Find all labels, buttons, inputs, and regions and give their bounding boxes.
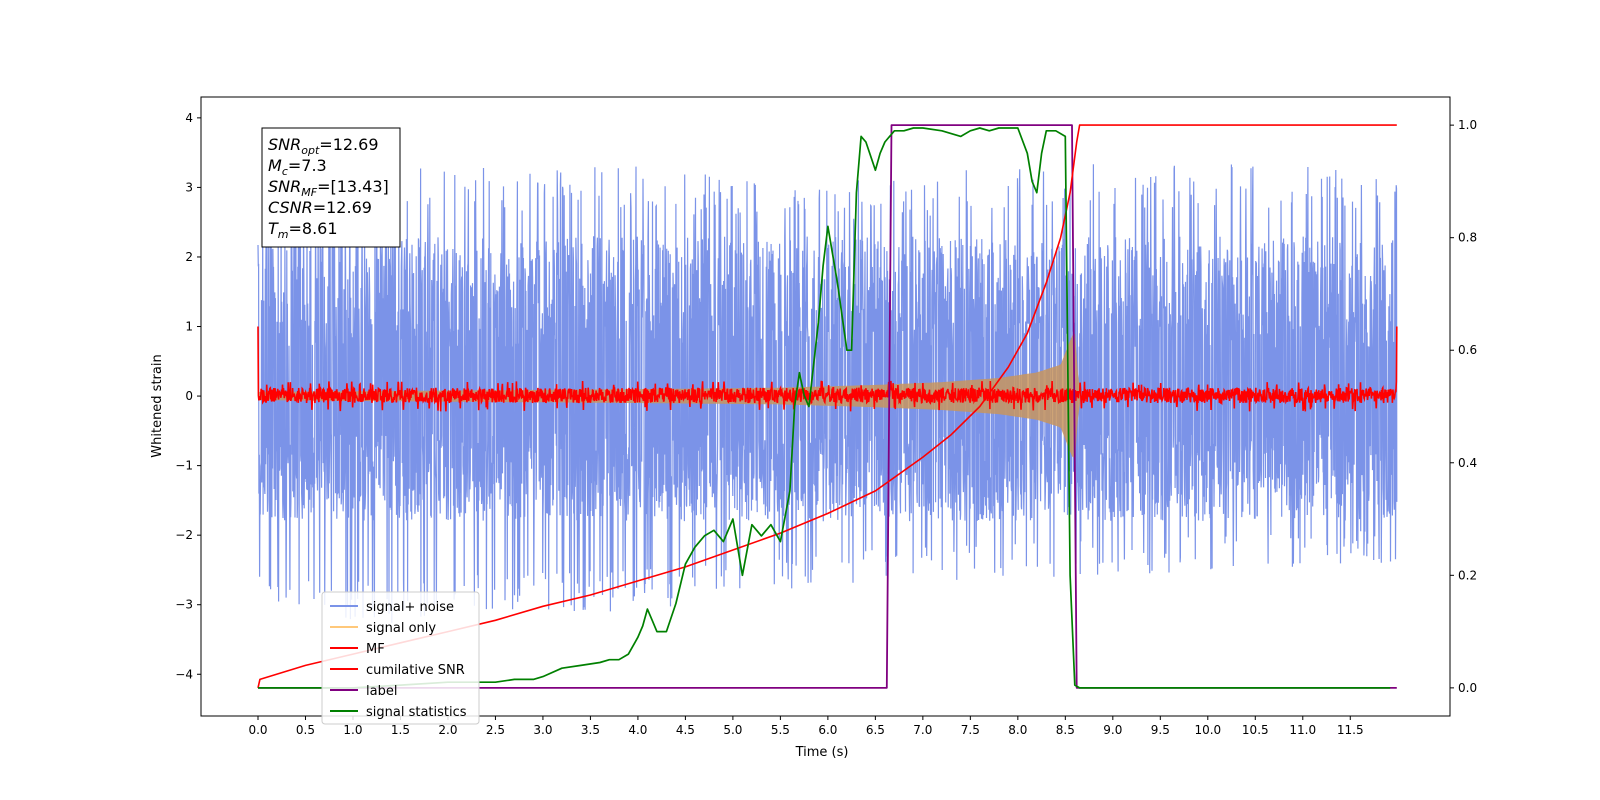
x-tick-label: 3.0 [533,723,552,737]
annotation-line: Mc=7.3 [268,156,327,178]
annotation-line: CSNR=12.69 [268,198,372,217]
legend-item-label-text: label [366,684,397,699]
legend-item-mf-text: MF [366,642,385,657]
legend-frame [321,591,480,725]
x-tick-label: 0.0 [248,723,267,737]
y-tick-label: −3 [175,598,193,612]
x-axis-label: Time (s) [795,745,849,760]
legend: signal+ noise signal only MF cumilative SNR… [321,591,480,725]
y-tick-label: 2 [185,250,193,264]
x-tick-label: 1.0 [343,723,362,737]
x-tick-label: 6.0 [818,723,837,737]
series-signal-statistics-line [258,127,1391,689]
y-tick-label: −2 [175,528,193,542]
x-tick-label: 10.0 [1194,723,1221,737]
x-tick-label: 5.5 [771,723,790,737]
x-tick-label: 11.0 [1289,723,1316,737]
y2-tick-label: 0.2 [1458,568,1477,582]
series-signal-noise-line [257,164,1398,623]
x-tick-label: 4.5 [676,723,695,737]
x-tick-label: 1.5 [391,723,410,737]
axes-frame [200,96,1451,717]
annotation-box: SNRopt=12.69Mc=7.3SNRMF=[13.43]CSNR=12.6… [261,127,401,248]
y2-tick-label: 0.6 [1458,343,1477,357]
x-tick-label: 5.0 [723,723,742,737]
y-tick-label: 3 [185,180,193,194]
x-tick-label: 2.0 [438,723,457,737]
y-axis-label: Whitened strain [150,354,165,457]
legend-item-signal-statistics-text: signal statistics [366,705,467,720]
x-tick-label: 4.0 [628,723,647,737]
x-tick-label: 2.5 [486,723,505,737]
x-tick-label: 10.5 [1242,723,1269,737]
x-tick-label: 11.5 [1337,723,1364,737]
annotation-frame [261,127,401,248]
y2-tick-label: 0.0 [1458,681,1477,695]
x-tick-label: 8.5 [1056,723,1075,737]
x-tick-label: 7.5 [961,723,980,737]
y-axis-right: 0.0 0.2 0.4 0.6 0.8 1.0 [1450,118,1477,695]
y-tick-label: 0 [185,389,193,403]
y2-tick-label: 0.8 [1458,231,1477,245]
annotation-line: SNRopt=12.69 [268,135,379,157]
annotation-line: SNRMF=[13.43] [268,177,389,199]
y-axis-left: −4 −3 −2 −1 0 1 2 3 4 [175,111,201,681]
x-tick-label: 7.0 [913,723,932,737]
legend-item-cumulative-snr-text: cumilative SNR [366,663,465,678]
x-tick-label: 9.0 [1103,723,1122,737]
annotation-line: Tm=8.61 [268,219,338,241]
x-tick-label: 6.5 [866,723,885,737]
series-mf-line [257,326,1398,412]
y-tick-label: 4 [185,111,193,125]
legend-item-signal-only-text: signal only [366,621,436,636]
y2-tick-label: 1.0 [1458,118,1477,132]
x-tick-label: 0.5 [296,723,315,737]
x-tick-label: 8.0 [1008,723,1027,737]
y-tick-label: −1 [175,459,193,473]
y-tick-label: −4 [175,667,193,681]
y-tick-label: 1 [185,320,193,334]
legend-item-signal-noise-text: signal+ noise [366,600,454,615]
x-axis: 0.0 0.5 1.0 1.5 2.0 2.5 3.0 3.5 4.0 4.5 5.0 5.5 6.0 6… [248,716,1364,737]
x-tick-label: 3.5 [581,723,600,737]
y2-tick-label: 0.4 [1458,456,1477,470]
x-tick-label: 9.5 [1151,723,1170,737]
